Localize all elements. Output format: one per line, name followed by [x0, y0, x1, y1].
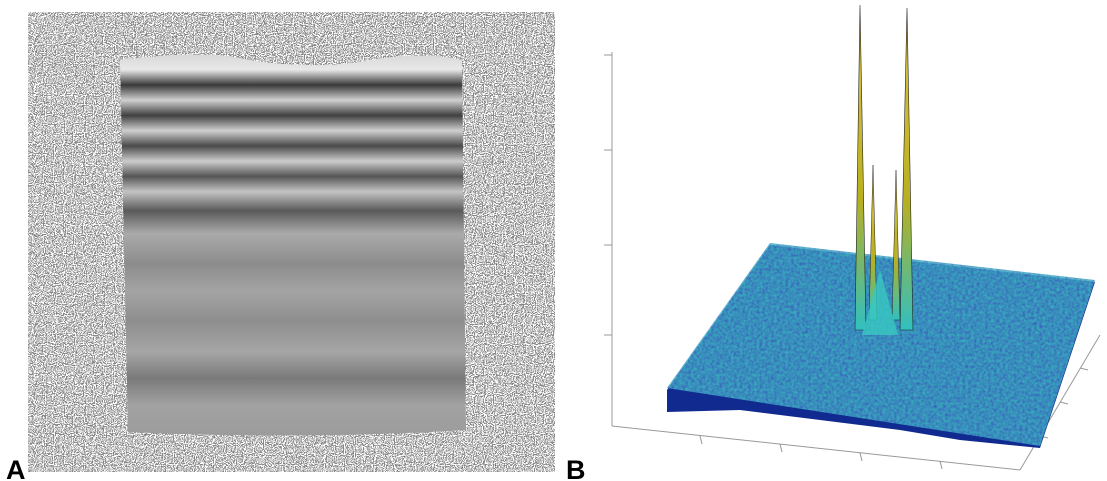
- panel-label: B: [566, 455, 586, 481]
- axis-tick: [939, 460, 943, 470]
- surface: [667, 4, 1095, 448]
- peak-base: [862, 270, 898, 335]
- fringe-region: [120, 54, 466, 436]
- x-axis: [611, 425, 1021, 471]
- axis-tick: [699, 435, 703, 445]
- panel-label: A: [6, 455, 26, 481]
- axis-tick: [1079, 367, 1089, 371]
- axis-tick: [1059, 401, 1069, 405]
- panel-a: A: [6, 12, 555, 481]
- peak: [854, 4, 867, 331]
- surface-texture: [667, 243, 1095, 446]
- panel-b: [604, 52, 1101, 471]
- axis-tick: [859, 452, 863, 462]
- peak: [891, 169, 901, 321]
- peak: [899, 7, 914, 331]
- axis-tick: [779, 443, 783, 453]
